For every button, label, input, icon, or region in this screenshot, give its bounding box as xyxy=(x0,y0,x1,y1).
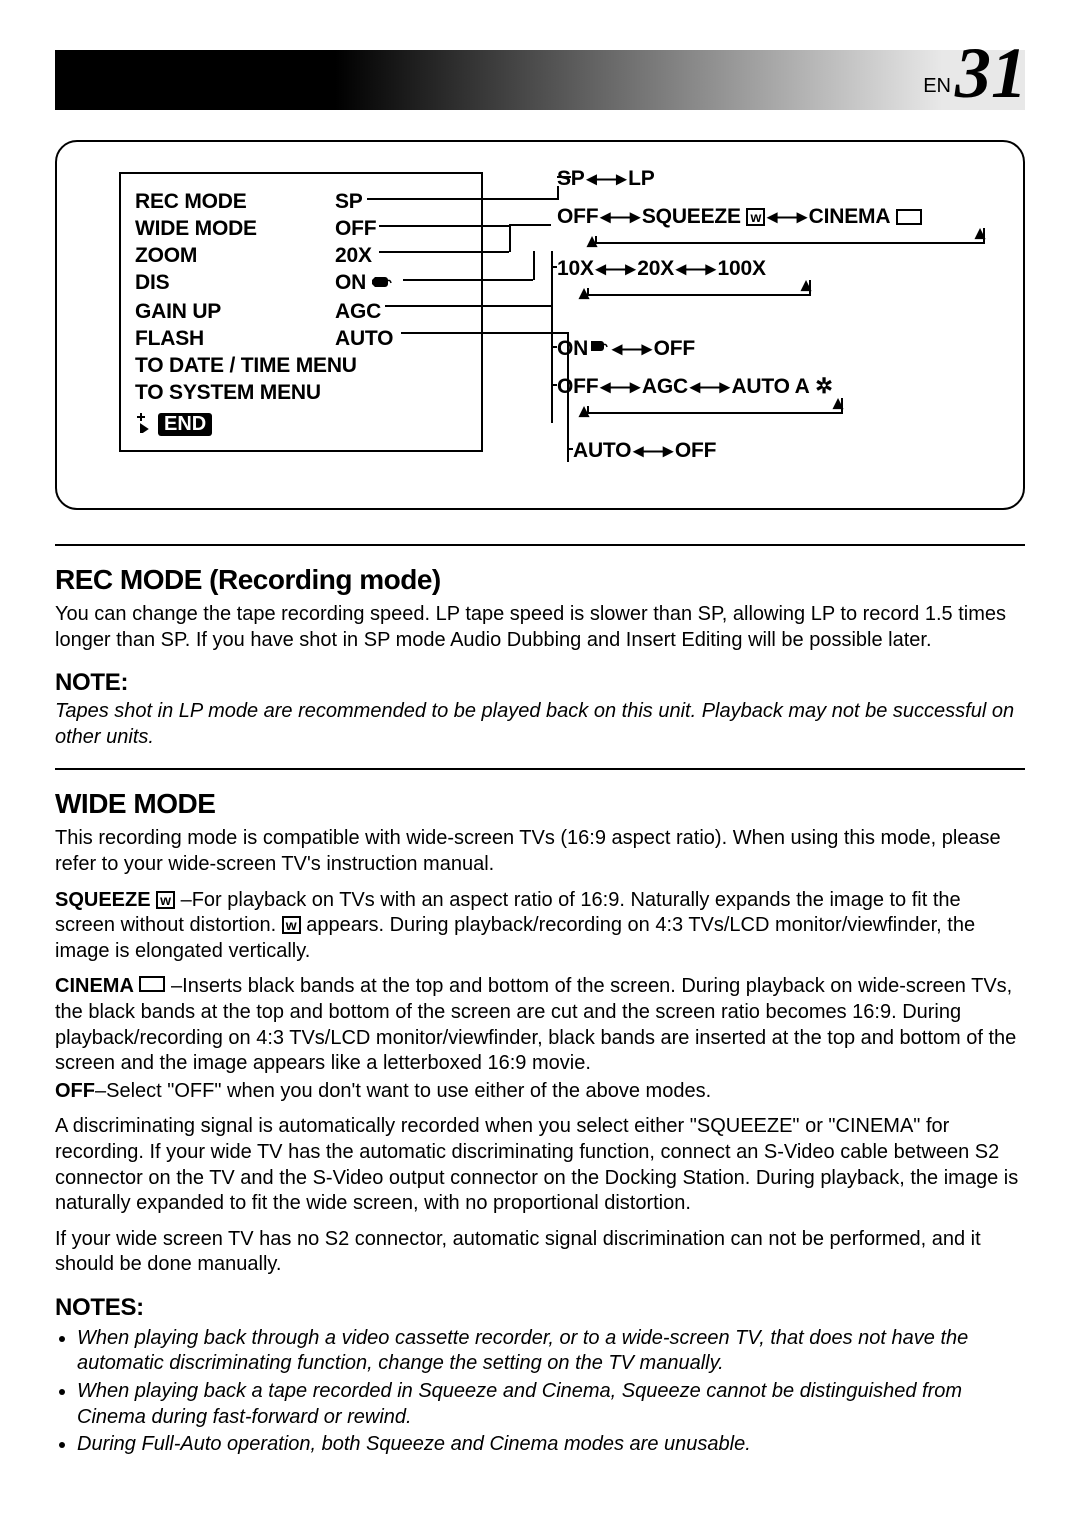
note-heading: NOTE: xyxy=(55,669,1025,697)
squeeze-icon: w xyxy=(282,916,301,934)
wide-mode-para3: If your wide screen TV has no S2 connect… xyxy=(55,1227,1025,1278)
arrow-lr-icon: ◂—▸ xyxy=(633,438,672,463)
arrow-up-icon: ▴ xyxy=(833,390,843,415)
header-gradient: EN 31 xyxy=(335,50,1025,110)
page-number: 31 xyxy=(955,41,1027,106)
arrow-lr-icon: ◂—▸ xyxy=(690,374,729,399)
wide-mode-para2: A discriminating signal is automatically… xyxy=(55,1114,1025,1216)
menu-label: DIS xyxy=(135,269,335,298)
section-title-wide-mode: WIDE MODE xyxy=(55,788,1025,820)
list-item: When playing back a tape recorded in Squ… xyxy=(77,1379,1025,1430)
wide-mode-squeeze: SQUEEZE w –For playback on TVs with an a… xyxy=(55,888,1025,965)
arrow-up-icon: ▴ xyxy=(801,272,811,297)
squeeze-icon: w xyxy=(746,208,765,226)
menu-diagram: REC MODESP WIDE MODEOFF ZOOM20X DISON GA… xyxy=(55,140,1025,510)
page-lang-label: EN xyxy=(923,75,951,98)
menu-label: REC MODE xyxy=(135,188,335,215)
menu-label: GAIN UP xyxy=(135,298,335,325)
arrow-lr-icon: ◂—▸ xyxy=(587,166,626,191)
header-black-block xyxy=(55,50,335,110)
page-header: EN 31 xyxy=(55,50,1025,110)
menu-label: FLASH xyxy=(135,325,335,352)
menu-end-row: END xyxy=(135,411,212,438)
options-gain-up: OFF ◂—▸ AGC ◂—▸ AUTO A ✲ xyxy=(557,374,833,399)
hand-icon xyxy=(372,271,394,298)
arrow-up-icon: ▴ xyxy=(975,220,985,245)
wide-mode-intro: This recording mode is compatible with w… xyxy=(55,826,1025,877)
return-icon xyxy=(135,411,155,438)
options-wide-mode: OFF ◂—▸ SQUEEZE w ◂—▸ CINEMA xyxy=(557,204,922,229)
options-rec-mode: SP ◂—▸ LP xyxy=(557,166,655,191)
hand-icon xyxy=(588,337,610,361)
menu-value: ON xyxy=(335,269,394,298)
arrow-lr-icon: ◂—▸ xyxy=(600,204,639,229)
menu-value: 20X xyxy=(335,242,372,269)
wide-mode-notes-list: When playing back through a video casset… xyxy=(55,1326,1025,1458)
section-title-rec-mode: REC MODE (Recording mode) xyxy=(55,564,1025,596)
options-flash: AUTO ◂—▸ OFF xyxy=(573,438,716,463)
rec-mode-body: You can change the tape recording speed.… xyxy=(55,602,1025,653)
arrow-lr-icon: ◂—▸ xyxy=(612,336,651,361)
menu-value: OFF xyxy=(335,215,376,242)
arrow-lr-icon: ◂—▸ xyxy=(596,256,635,281)
separator xyxy=(55,768,1025,770)
menu-end-label: END xyxy=(158,413,212,436)
menu-value: AUTO xyxy=(335,325,393,352)
options-dis: ON ◂—▸ OFF xyxy=(557,336,695,361)
menu-box: REC MODESP WIDE MODEOFF ZOOM20X DISON GA… xyxy=(119,172,483,452)
menu-value: SP xyxy=(335,188,363,215)
arrow-lr-icon: ◂—▸ xyxy=(676,256,715,281)
cinema-icon xyxy=(139,976,165,992)
list-item: When playing back through a video casset… xyxy=(77,1326,1025,1377)
wide-mode-cinema: CINEMA –Inserts black bands at the top a… xyxy=(55,974,1025,1076)
separator xyxy=(55,544,1025,546)
menu-label: TO SYSTEM MENU xyxy=(135,379,321,406)
arrow-lr-icon: ◂—▸ xyxy=(767,204,806,229)
rec-mode-note: Tapes shot in LP mode are recommended to… xyxy=(55,699,1025,750)
options-zoom: 10X ◂—▸ 20X ◂—▸ 100X xyxy=(557,256,766,281)
cinema-icon xyxy=(896,209,922,225)
star-icon: ✲ xyxy=(815,374,832,399)
wide-mode-off: OFF–Select "OFF" when you don't want to … xyxy=(55,1079,1025,1105)
menu-label: ZOOM xyxy=(135,242,335,269)
menu-label: TO DATE / TIME MENU xyxy=(135,352,357,379)
list-item: During Full-Auto operation, both Squeeze… xyxy=(77,1432,1025,1458)
squeeze-icon: w xyxy=(156,891,175,909)
menu-value: AGC xyxy=(335,298,381,325)
arrow-lr-icon: ◂—▸ xyxy=(600,374,639,399)
menu-label: WIDE MODE xyxy=(135,215,335,242)
notes-heading: NOTES: xyxy=(55,1294,1025,1322)
